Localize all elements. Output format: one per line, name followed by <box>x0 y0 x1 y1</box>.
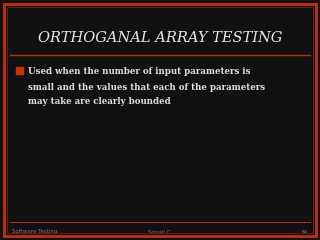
Text: small and the values that each of the parameters: small and the values that each of the pa… <box>28 83 265 91</box>
Text: Used when the number of input parameters is: Used when the number of input parameters… <box>28 67 251 77</box>
Text: Sonali C.: Sonali C. <box>148 229 172 234</box>
Text: 34: 34 <box>301 229 308 234</box>
Text: ORTHOGANAL ARRAY TESTING: ORTHOGANAL ARRAY TESTING <box>38 31 282 45</box>
Bar <box>16 67 23 74</box>
Text: Software Testing: Software Testing <box>12 229 57 234</box>
Text: may take are clearly bounded: may take are clearly bounded <box>28 97 171 107</box>
